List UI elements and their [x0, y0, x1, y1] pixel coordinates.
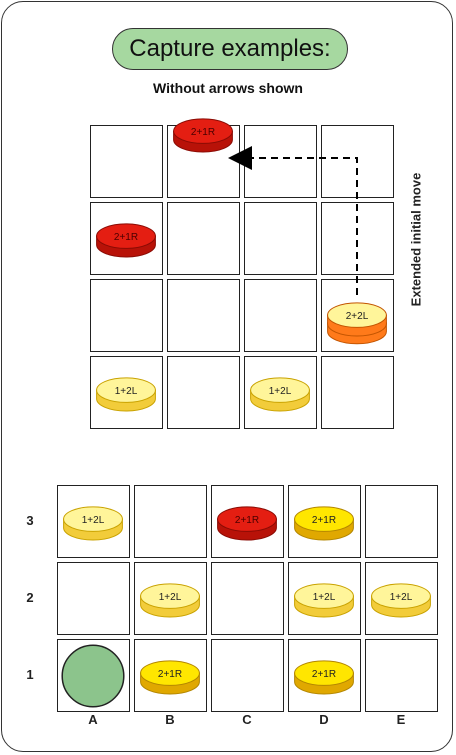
top-board-cell[interactable]: 2+1R: [90, 202, 163, 275]
game-piece: 2+1R: [294, 506, 354, 541]
top-board-cell[interactable]: [321, 125, 394, 198]
piece-top: [217, 506, 277, 532]
board-cell-d3[interactable]: 2+1R: [288, 485, 361, 558]
piece-label: 1+2L: [269, 386, 292, 397]
board-cell-e1[interactable]: [365, 639, 438, 712]
board-cell-d1[interactable]: 2+1R: [288, 639, 361, 712]
game-piece: 1+2L: [250, 377, 310, 412]
rank-label: 2: [26, 590, 34, 605]
game-piece: 1+2L: [63, 506, 123, 541]
piece-label: 1+2L: [313, 592, 336, 603]
piece-label: 2+1R: [312, 515, 336, 526]
board-cell-d2[interactable]: 1+2L: [288, 562, 361, 635]
piece-label: 2+2L: [346, 311, 369, 322]
file-label: A: [88, 712, 98, 727]
side-label: Extended initial move: [408, 172, 424, 307]
top-board-cell[interactable]: [244, 202, 317, 275]
top-board-cell[interactable]: 1+2L: [90, 356, 163, 429]
piece-top: [63, 506, 123, 532]
board-cell-a1[interactable]: [57, 639, 130, 712]
piece-top: [250, 377, 310, 403]
game-piece: 2+1R: [173, 118, 233, 153]
game-piece: 1+2L: [294, 583, 354, 618]
top-board-cell[interactable]: [167, 279, 240, 352]
top-board-cell[interactable]: 2+1R: [167, 118, 240, 198]
game-piece: 2+1R: [217, 506, 277, 541]
game-piece: 2+1R: [96, 223, 156, 258]
piece-top: [294, 583, 354, 609]
top-board-cell[interactable]: [90, 279, 163, 352]
piece-top: [96, 377, 156, 403]
piece-label: 2+1R: [191, 127, 215, 138]
board-cell-b1[interactable]: 2+1R: [134, 639, 207, 712]
piece-top: [140, 660, 200, 686]
top-board-cell[interactable]: [321, 356, 394, 429]
title-pill: Capture examples:: [112, 28, 348, 70]
game-piece: 1+2L: [96, 377, 156, 412]
top-board-cell[interactable]: [90, 125, 163, 198]
top-board-cell[interactable]: [244, 279, 317, 352]
piece-label: 1+2L: [390, 592, 413, 603]
top-board-cell[interactable]: 1+2L: [244, 356, 317, 429]
file-label: E: [396, 712, 406, 727]
board-cell-e3[interactable]: [365, 485, 438, 558]
board-cell-c1[interactable]: [211, 639, 284, 712]
game-piece: 1+2L: [140, 583, 200, 618]
file-label: D: [319, 712, 329, 727]
page-title: Capture examples:: [129, 35, 331, 62]
piece-label: 2+1R: [312, 669, 336, 680]
piece-top: [371, 583, 431, 609]
game-piece: 2+2L: [327, 302, 387, 345]
piece-label: 1+2L: [115, 386, 138, 397]
top-board-cell[interactable]: [321, 202, 394, 275]
board-cell-a3[interactable]: 1+2L: [57, 485, 130, 558]
file-label: B: [165, 712, 175, 727]
piece-top: [294, 506, 354, 532]
board-cell-c2[interactable]: [211, 562, 284, 635]
game-piece: 2+1R: [140, 660, 200, 695]
rank-label: 1: [26, 667, 34, 682]
top-board-cell[interactable]: [167, 356, 240, 429]
top-board-cell[interactable]: [167, 202, 240, 275]
rank-label: 3: [26, 513, 34, 528]
board-cell-e2[interactable]: 1+2L: [365, 562, 438, 635]
piece-label: 1+2L: [82, 515, 105, 526]
capture-marker: [61, 644, 125, 708]
game-piece: [61, 644, 125, 708]
piece-top: [96, 223, 156, 249]
page-subtitle: Without arrows shown: [153, 80, 303, 96]
piece-label: 2+1R: [158, 669, 182, 680]
piece-label: 1+2L: [159, 592, 182, 603]
piece-top: [173, 118, 233, 144]
piece-label: 2+1R: [114, 232, 138, 243]
piece-top: [327, 302, 387, 328]
board-cell-a2[interactable]: [57, 562, 130, 635]
board-cell-b3[interactable]: [134, 485, 207, 558]
board-cell-b2[interactable]: 1+2L: [134, 562, 207, 635]
top-board-cell[interactable]: [244, 125, 317, 198]
board-cell-c3[interactable]: 2+1R: [211, 485, 284, 558]
piece-top: [140, 583, 200, 609]
top-board-cell[interactable]: 2+2L: [321, 279, 394, 352]
file-label: C: [242, 712, 252, 727]
game-piece: 2+1R: [294, 660, 354, 695]
piece-top: [294, 660, 354, 686]
piece-label: 2+1R: [235, 515, 259, 526]
game-piece: 1+2L: [371, 583, 431, 618]
